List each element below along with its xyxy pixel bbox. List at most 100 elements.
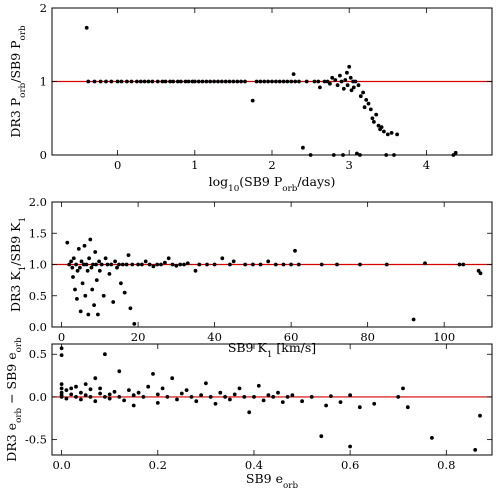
data-point <box>461 262 466 267</box>
data-point <box>228 262 232 267</box>
data-point <box>75 297 79 301</box>
data-point <box>69 259 73 264</box>
data-point <box>368 107 373 112</box>
data-point <box>457 262 462 267</box>
data-point <box>155 392 160 397</box>
data-point <box>297 79 301 84</box>
data-point <box>237 386 242 391</box>
y-tick-label: 1 <box>40 75 47 89</box>
data-point <box>338 73 342 78</box>
data-point <box>74 395 78 399</box>
data-point <box>266 393 271 398</box>
x-tick-label: 60 <box>284 330 299 344</box>
data-point <box>216 79 220 84</box>
data-point <box>175 79 180 84</box>
data-point <box>112 389 117 394</box>
data-point <box>132 322 137 326</box>
data-point <box>358 262 362 267</box>
data-point <box>184 388 189 392</box>
data-point <box>351 85 356 90</box>
data-point <box>73 287 77 292</box>
data-point <box>291 72 296 76</box>
data-point <box>136 390 141 395</box>
data-point <box>197 262 202 267</box>
data-point <box>395 132 399 137</box>
data-point <box>430 436 434 440</box>
data-point <box>85 268 90 273</box>
data-point <box>135 79 139 84</box>
data-point <box>69 386 74 391</box>
data-point <box>171 79 176 84</box>
data-point <box>401 386 405 391</box>
x-axis-label: SB9 K1 [km/s] <box>228 340 316 360</box>
data-point <box>289 262 293 267</box>
data-point <box>89 265 94 270</box>
data-point <box>86 312 91 317</box>
data-point <box>258 262 263 267</box>
data-point <box>126 388 131 392</box>
data-point <box>285 79 290 84</box>
x-tick-label: 1 <box>191 158 198 172</box>
data-point <box>117 262 121 267</box>
data-point <box>353 79 358 84</box>
data-point <box>277 79 282 84</box>
data-point <box>178 262 183 267</box>
data-point <box>330 75 335 80</box>
y-tick-label: 2.0 <box>29 195 47 209</box>
data-point <box>104 79 108 84</box>
data-point <box>261 398 266 403</box>
data-point <box>179 79 183 84</box>
data-point <box>141 395 146 399</box>
data-point <box>86 79 91 84</box>
data-point <box>130 262 135 267</box>
y-tick-label: 0.0 <box>29 320 47 334</box>
data-point <box>128 306 133 311</box>
data-point <box>372 120 376 124</box>
data-point <box>227 79 232 84</box>
data-point <box>84 25 89 30</box>
data-point <box>372 401 377 406</box>
data-point <box>146 384 151 389</box>
data-point <box>322 79 327 84</box>
data-point <box>93 399 98 404</box>
data-point <box>113 259 117 264</box>
data-point <box>79 390 83 395</box>
data-point <box>254 79 259 84</box>
data-point <box>124 262 129 267</box>
y-tick-label: 1.0 <box>29 258 47 272</box>
data-point <box>361 90 365 95</box>
data-point <box>319 434 324 439</box>
x-tick-label: 100 <box>433 330 455 344</box>
data-point <box>301 145 305 150</box>
data-point <box>411 317 416 322</box>
y-axis-label: DR3 eorb − SB9 eorb <box>4 337 24 462</box>
data-point <box>143 259 148 264</box>
data-point <box>71 256 76 261</box>
data-point <box>140 262 144 267</box>
data-point <box>64 396 69 401</box>
data-point <box>262 79 267 84</box>
data-point <box>83 393 88 398</box>
data-point <box>79 259 84 264</box>
data-point <box>81 262 86 267</box>
data-point <box>75 268 80 273</box>
data-point <box>78 265 82 270</box>
data-point <box>347 64 352 69</box>
data-point <box>319 262 324 267</box>
data-point <box>150 79 155 84</box>
data-point <box>84 262 89 267</box>
data-point <box>208 79 213 84</box>
data-point <box>98 386 102 391</box>
data-point <box>97 268 102 273</box>
data-point <box>329 394 333 398</box>
data-point <box>117 395 122 399</box>
data-point <box>79 397 83 402</box>
data-point <box>74 262 78 267</box>
y-tick-label: 0 <box>40 148 47 162</box>
data-point <box>189 395 194 399</box>
data-point <box>103 352 107 357</box>
data-point <box>213 401 218 406</box>
data-point <box>366 101 371 106</box>
data-point <box>370 116 375 121</box>
data-point <box>155 401 160 405</box>
